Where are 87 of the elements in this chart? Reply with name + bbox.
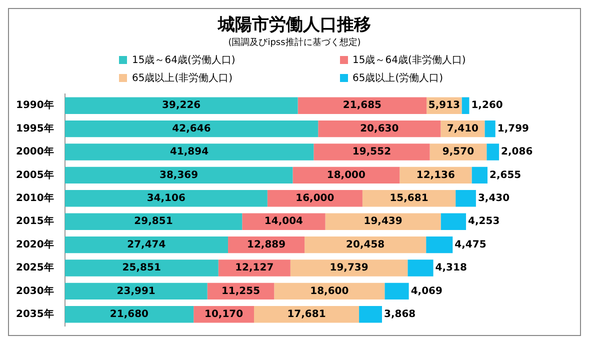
- data-label: 42,646: [172, 123, 211, 134]
- data-label: 16,000: [296, 192, 334, 204]
- bar: [64, 144, 314, 160]
- bar: [384, 282, 409, 300]
- data-label: 19,739: [330, 262, 368, 274]
- data-label: 4,069: [410, 286, 442, 297]
- data-label: 2,655: [489, 170, 522, 181]
- bar: [484, 120, 496, 138]
- y-tick-label: 1995年: [16, 122, 54, 134]
- bar: [64, 120, 318, 138]
- data-label: 21,685: [342, 100, 382, 112]
- data-label: 11,255: [221, 286, 260, 297]
- bar: [254, 306, 360, 323]
- data-label: 20,630: [360, 123, 399, 134]
- data-label: 14,004: [264, 216, 304, 228]
- legend-label: 15歳～64歳(非労働人口): [352, 54, 466, 67]
- data-label: 4,318: [435, 262, 467, 274]
- bar: [64, 190, 268, 207]
- data-label: 41,894: [170, 146, 209, 158]
- y-tick-label: 2000年: [16, 146, 54, 158]
- bar: [64, 282, 208, 300]
- data-label: 25,851: [122, 262, 161, 274]
- y-tick-label: 2035年: [16, 308, 54, 320]
- bar: [242, 213, 326, 230]
- bar: [267, 190, 362, 207]
- data-label: 39,226: [162, 100, 201, 112]
- data-label: 17,681: [287, 308, 326, 320]
- data-label: 38,369: [159, 170, 198, 181]
- legend-label: 15歳～64歳(労働人口): [132, 54, 236, 67]
- data-label: 18,600: [310, 286, 349, 297]
- y-tick-label: 1990年: [16, 99, 54, 112]
- y-tick-label: 2015年: [16, 215, 54, 228]
- data-label: 4,253: [468, 216, 500, 228]
- data-label: 18,000: [326, 170, 366, 181]
- bar: [304, 236, 426, 254]
- y-tick-label: 2030年: [16, 284, 54, 297]
- bar: [440, 213, 466, 230]
- data-label: 29,851: [134, 216, 173, 228]
- bar: [64, 166, 293, 184]
- chart-subtitle: (国調及びipss推計に基づく想定): [227, 36, 362, 49]
- legend-label: 65歳以上(非労働人口): [132, 72, 233, 85]
- bar: [218, 260, 290, 276]
- data-label: 15,681: [390, 192, 428, 204]
- chart-title: 城陽市労働人口推移: [216, 14, 372, 36]
- y-tick-label: 2010年: [16, 192, 54, 204]
- bar: [359, 306, 382, 323]
- data-label: 19,552: [352, 146, 392, 158]
- bar: [64, 306, 194, 323]
- data-label: 34,106: [146, 192, 186, 204]
- data-label: 27,474: [127, 239, 166, 250]
- data-label: 21,680: [110, 308, 149, 320]
- bar: [64, 97, 298, 114]
- bar: [290, 260, 408, 276]
- data-label: 3,430: [478, 192, 510, 204]
- bar: [314, 144, 430, 160]
- data-label: 3,868: [384, 308, 416, 320]
- bar: [426, 236, 453, 254]
- y-tick-label: 2005年: [16, 168, 54, 181]
- data-label: 19,439: [364, 216, 402, 228]
- bar: [472, 166, 488, 184]
- data-label: 23,991: [116, 286, 156, 297]
- data-label: 1,799: [497, 123, 530, 134]
- data-label: 12,136: [416, 170, 456, 181]
- bar: [298, 97, 427, 114]
- data-label: 20,458: [346, 239, 385, 250]
- bar: [64, 260, 218, 276]
- data-label: 7,410: [446, 123, 479, 134]
- y-tick-label: 2025年: [16, 262, 54, 274]
- legend-label: 65歳以上(労働人口): [352, 72, 444, 85]
- bar: [486, 144, 500, 160]
- bar: [64, 236, 228, 254]
- bar: [408, 260, 434, 276]
- bar: [325, 213, 441, 230]
- data-label: 2,086: [501, 146, 533, 158]
- bar: [456, 190, 476, 207]
- data-label: 12,127: [235, 262, 274, 274]
- data-label: 9,570: [442, 146, 474, 158]
- data-label: 12,889: [246, 239, 286, 250]
- y-tick-label: 2020年: [16, 238, 54, 250]
- bar: [64, 213, 242, 230]
- bar: [362, 190, 456, 207]
- data-label: 4,475: [454, 239, 486, 250]
- bar: [318, 120, 441, 138]
- data-label: 5,913: [428, 100, 460, 112]
- data-label: 10,170: [204, 308, 244, 320]
- data-label: 1,260: [471, 100, 503, 112]
- bar: [462, 97, 470, 114]
